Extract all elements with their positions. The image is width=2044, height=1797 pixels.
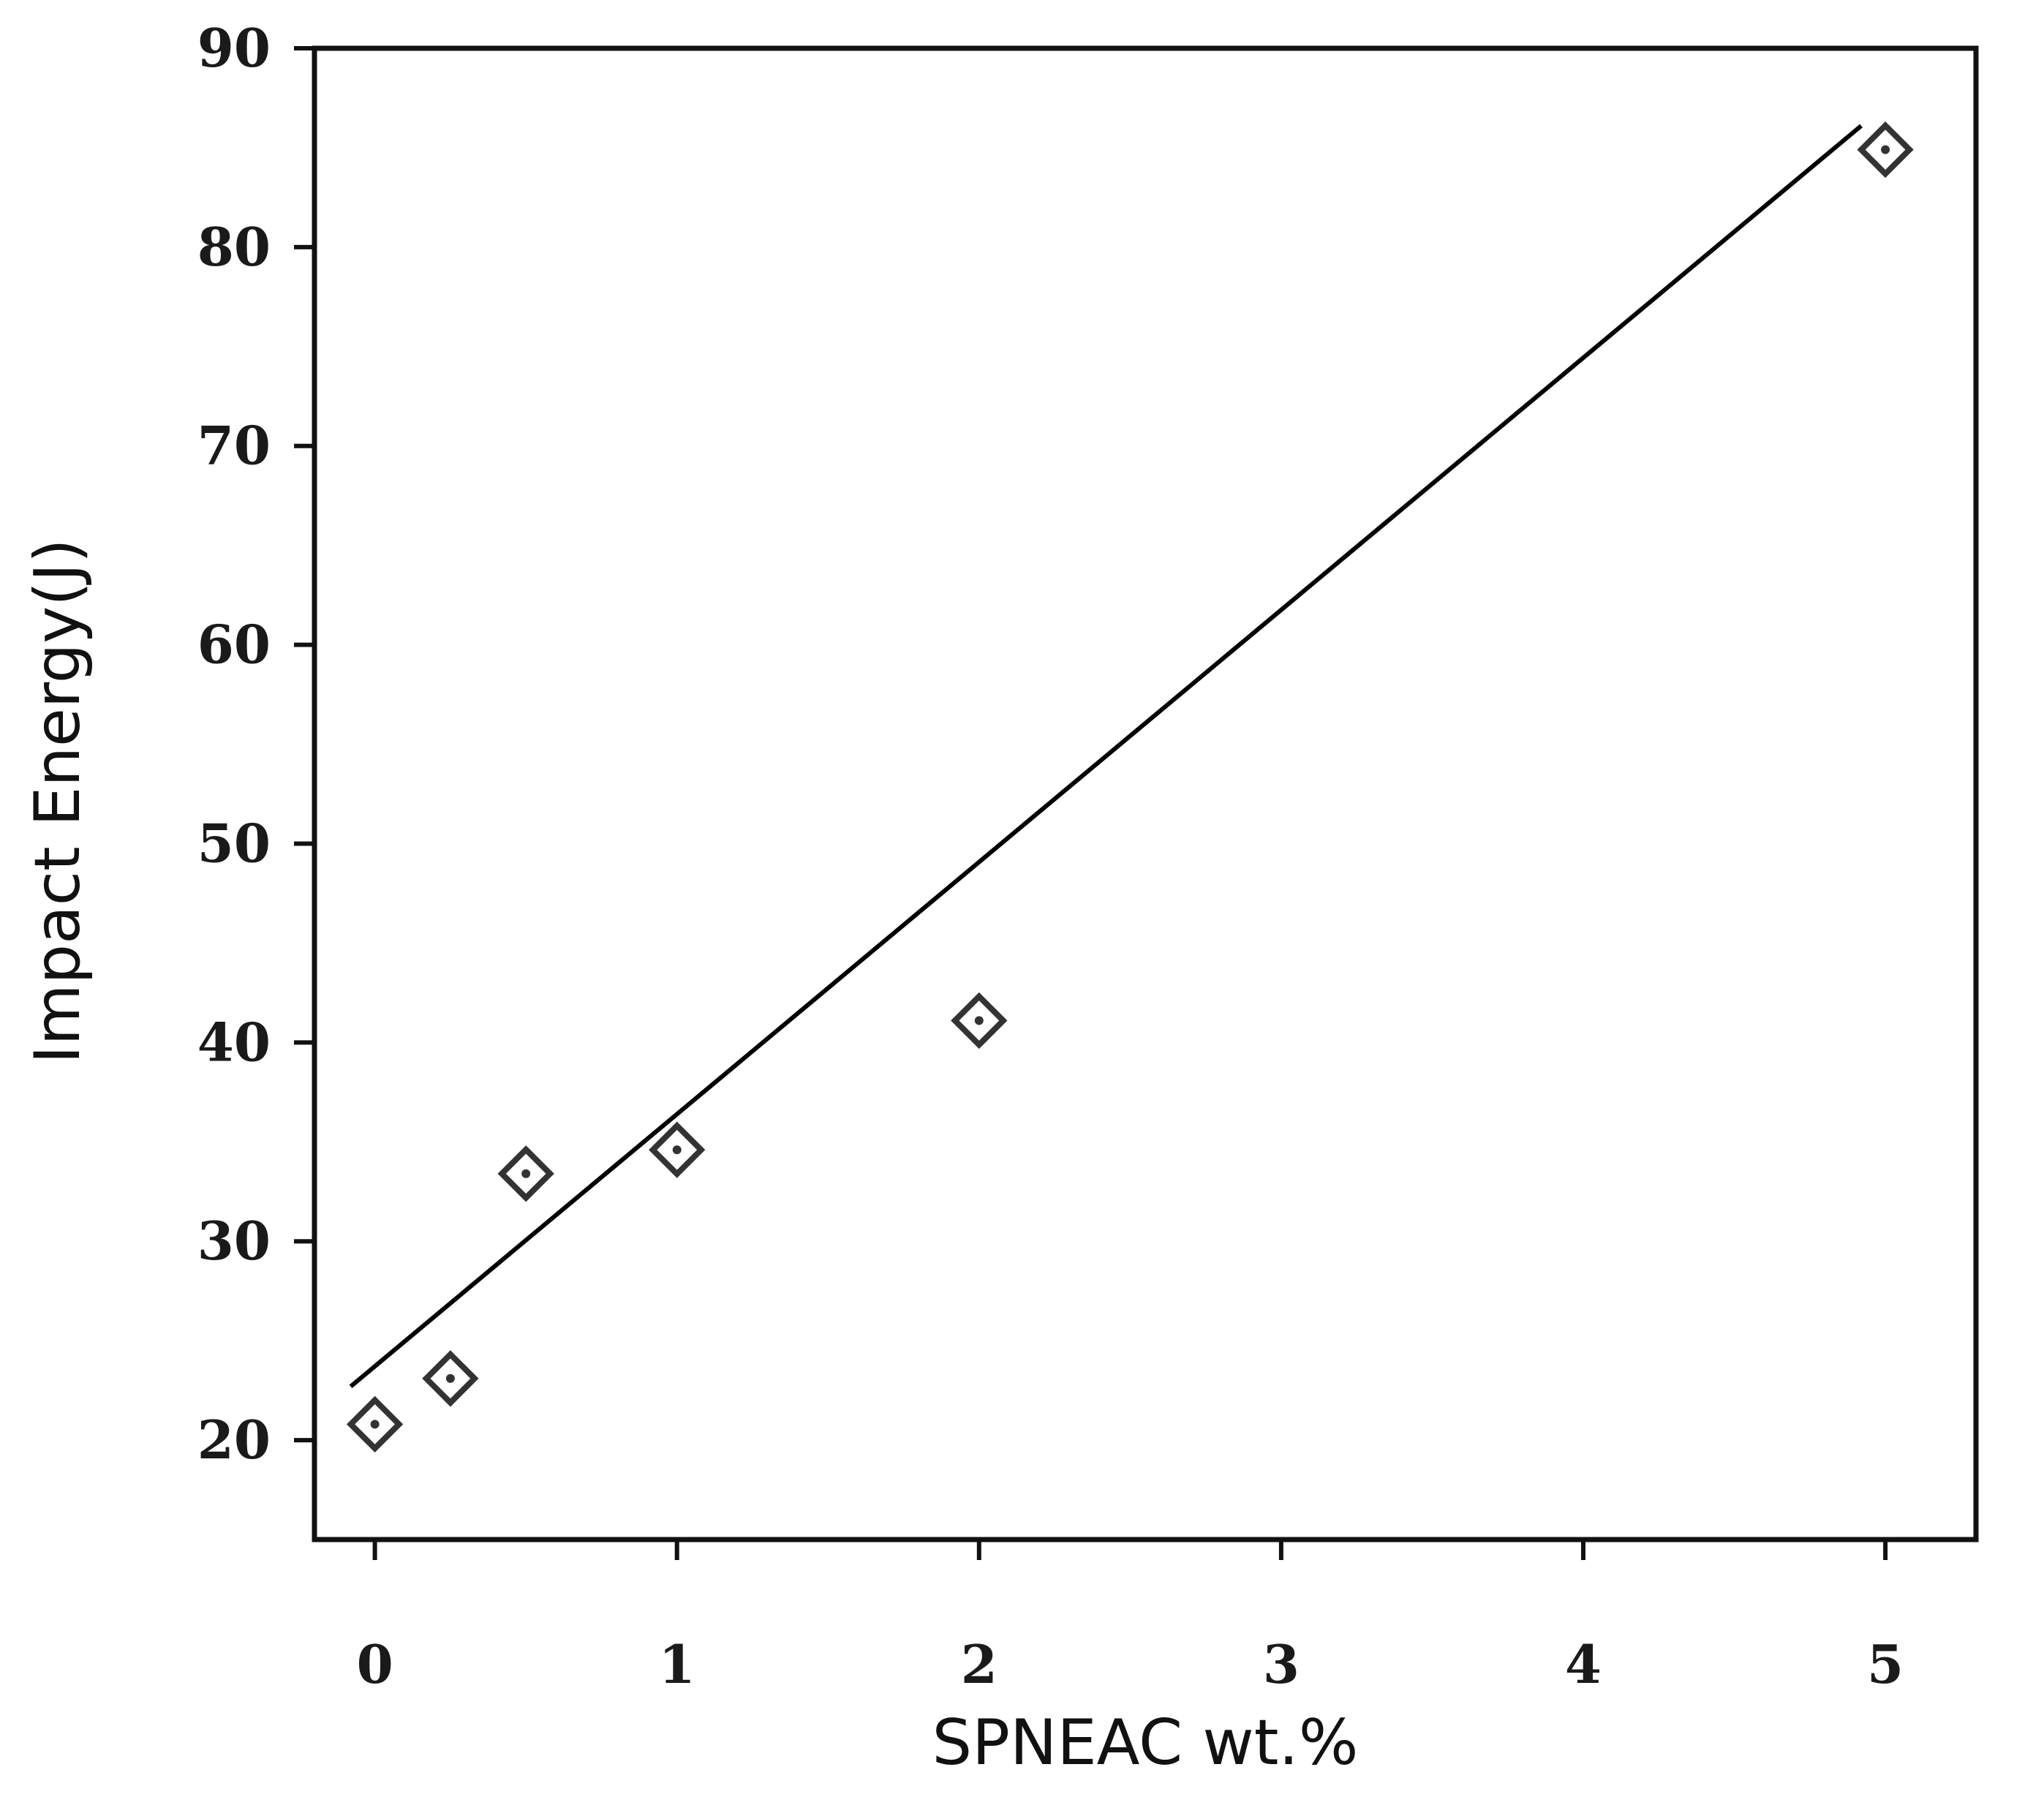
marker-dot-4 <box>974 1016 984 1025</box>
plot-frame-group <box>312 45 1979 1542</box>
y-tick-label-50: 50 <box>197 812 271 874</box>
marker-dot-5 <box>1881 145 1890 154</box>
y-tick-label-30: 30 <box>197 1210 271 1272</box>
y-tick-label-90: 90 <box>197 17 271 79</box>
data-point-4 <box>951 992 1008 1050</box>
data-point-1 <box>422 1350 479 1407</box>
x-tick-label-3: 3 <box>1263 1633 1300 1695</box>
marker-dot-3 <box>672 1145 682 1155</box>
x-tick-label-5: 5 <box>1867 1633 1904 1695</box>
data-point-3 <box>649 1121 706 1178</box>
x-axis-ticks: 0 1 2 3 4 5 <box>357 1540 1904 1695</box>
x-axis-title: SPNEAC wt.% <box>932 1706 1359 1779</box>
marker-dot-1 <box>445 1374 455 1383</box>
y-tick-label-70: 70 <box>197 415 271 477</box>
trendline-group <box>349 124 1863 1388</box>
y-tick-label-20: 20 <box>197 1409 271 1471</box>
data-point-5 <box>1857 121 1914 178</box>
data-point-0 <box>346 1395 404 1453</box>
marker-dot-2 <box>521 1169 531 1178</box>
data-points <box>346 121 1914 1453</box>
y-axis-ticks: 20 30 40 50 60 70 80 90 <box>197 17 314 1471</box>
y-tick-label-40: 40 <box>197 1011 271 1073</box>
plot-frame <box>312 45 1979 1542</box>
y-axis-title: Impact Energy(J) <box>21 538 94 1063</box>
marker-dot-0 <box>370 1420 380 1429</box>
x-tick-label-2: 2 <box>961 1633 998 1695</box>
x-tick-label-4: 4 <box>1565 1633 1602 1695</box>
y-tick-label-60: 60 <box>197 614 271 676</box>
data-point-2 <box>497 1145 554 1202</box>
x-tick-label-0: 0 <box>357 1633 393 1695</box>
y-tick-label-80: 80 <box>197 216 271 278</box>
trendline <box>349 124 1863 1388</box>
x-tick-label-1: 1 <box>659 1633 695 1695</box>
